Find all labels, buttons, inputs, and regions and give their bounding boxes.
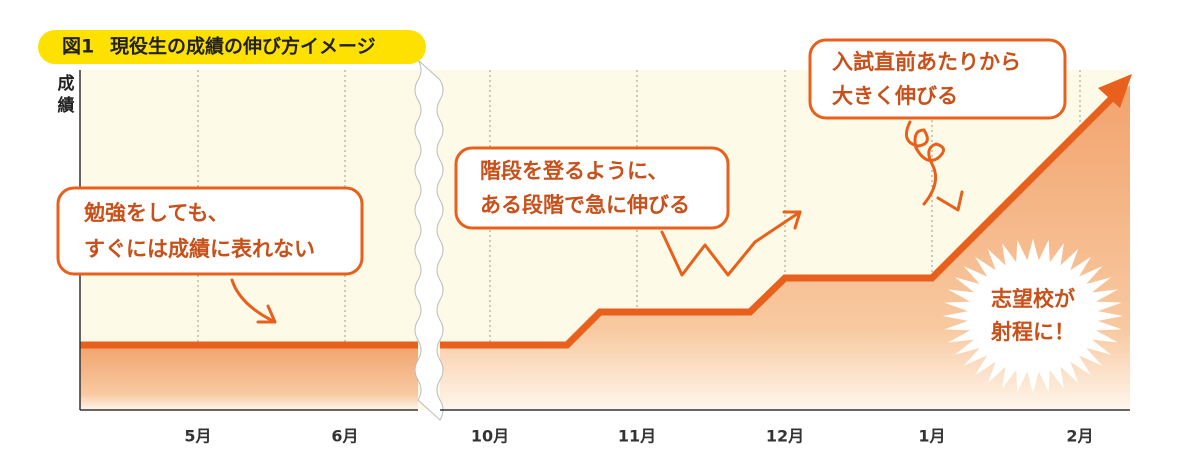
x-label: 11月 [618, 427, 656, 446]
area-left [80, 345, 418, 410]
callout-text: 大きく伸びる [832, 84, 958, 108]
title: 現役生の成績の伸び方イメージ [110, 35, 376, 58]
x-label: 5月 [184, 427, 211, 446]
axis-break [414, 59, 444, 421]
title-pill [38, 30, 426, 64]
callout-text: 入試直前あたりから [832, 50, 1021, 74]
callout-box [454, 146, 730, 230]
burst-text: 志望校が [991, 287, 1075, 311]
x-label: 10月 [471, 427, 509, 446]
x-label: 2月 [1066, 427, 1093, 446]
growth-line [440, 95, 1115, 349]
callout-text: ある段階で急に伸びる [480, 193, 690, 217]
arrows [230, 120, 964, 324]
x-label: 1月 [918, 427, 945, 446]
starburst [942, 238, 1124, 394]
x-label: 12月 [766, 427, 804, 446]
callout-text: 階段を登るように、 [480, 159, 668, 183]
callout-box [808, 38, 1067, 120]
callout-text: すぐには成績に表れない [84, 237, 315, 261]
y-label: 成 [58, 73, 75, 94]
callout-text: 勉強をしても、 [83, 201, 229, 225]
arrowhead [1098, 74, 1132, 108]
x-label: 6月 [331, 427, 358, 446]
burst-text: 射程に！ [990, 320, 1075, 344]
y-label: 績 [58, 95, 75, 116]
callout-box [56, 186, 364, 276]
figure-label: 図1 [62, 36, 94, 58]
